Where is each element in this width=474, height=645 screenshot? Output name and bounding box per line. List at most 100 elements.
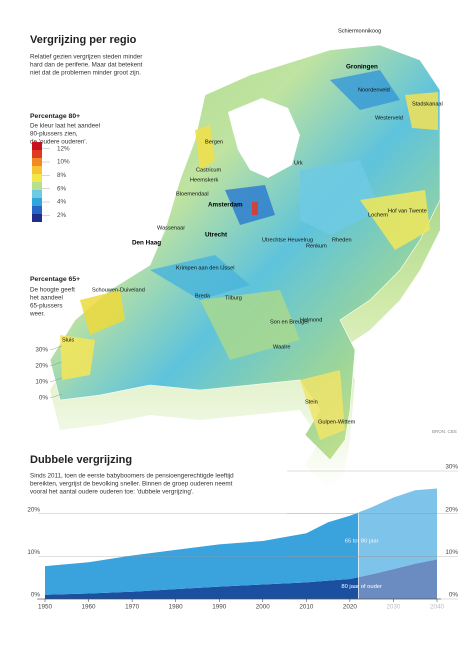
height-tick-label: 20% bbox=[35, 363, 48, 370]
place-label: Groningen bbox=[346, 64, 378, 71]
place-label: Lochem bbox=[368, 212, 388, 218]
color-swatch bbox=[32, 190, 42, 198]
x-tick-label: 2020 bbox=[343, 604, 358, 611]
height-tick bbox=[49, 345, 63, 351]
place-label: Schouwen-Duiveland bbox=[92, 287, 145, 293]
map-intro: Relatief gezien vergrijzen steden minder bbox=[30, 54, 142, 61]
legend-text: 65-plussers bbox=[30, 303, 63, 310]
color-tick-label: 12% bbox=[57, 145, 70, 152]
legend-text: het aandeel bbox=[30, 295, 63, 302]
map-regions bbox=[60, 70, 438, 440]
place-label: Bloemendaal bbox=[176, 191, 209, 197]
place-label: Hof van Twente bbox=[388, 208, 427, 214]
place-label: Renkum bbox=[306, 243, 327, 249]
height-scale: 30% 20% 10% 0% bbox=[35, 345, 63, 402]
x-tick-label: 1990 bbox=[212, 604, 227, 611]
y-tick-label: 10% bbox=[27, 549, 40, 556]
place-label: Castricum bbox=[196, 167, 222, 173]
place-label: Sluis bbox=[62, 337, 74, 343]
legend-text: De hoogte geeft bbox=[30, 287, 75, 294]
color-tick-label: 4% bbox=[57, 199, 67, 206]
map-intro: hard dan de periferie. Maar dat betekent bbox=[30, 62, 143, 69]
color-swatch bbox=[32, 198, 42, 206]
color-swatch bbox=[32, 142, 42, 150]
y2-tick-label: 20% bbox=[445, 506, 458, 513]
place-label: Utrechtse Heuvelrug bbox=[262, 237, 313, 243]
color-swatch bbox=[32, 174, 42, 182]
legend-text: weer. bbox=[29, 311, 45, 318]
height-tick-label: 10% bbox=[35, 379, 48, 386]
chart-text: Sinds 2011, toen de eerste babyboomers d… bbox=[30, 473, 234, 480]
y2-tick-label: 0% bbox=[449, 592, 459, 599]
map bbox=[49, 44, 441, 490]
place-label: Stein bbox=[305, 399, 318, 405]
place-label: Amsterdam bbox=[208, 202, 243, 209]
series-label: 80 jaar of ouder bbox=[341, 584, 382, 590]
color-swatch bbox=[32, 166, 42, 174]
color-scale: 12% 10% 8% 6% 4% 2% bbox=[32, 142, 70, 222]
source: BRON: CBS bbox=[432, 429, 457, 434]
place-label: Wassenaar bbox=[157, 225, 185, 231]
place-label: Krimpen aan den IJssel bbox=[176, 265, 234, 271]
x-tick-label: 1950 bbox=[38, 604, 53, 611]
place-label: Son en Breugel bbox=[270, 319, 309, 325]
x-tick-label: 1980 bbox=[169, 604, 184, 611]
height-tick-label: 0% bbox=[39, 395, 49, 402]
color-tick-label: 10% bbox=[57, 159, 70, 166]
place-labels: Schiermonnikoog Groningen Noordenveld St… bbox=[62, 28, 443, 425]
height-tick bbox=[49, 393, 63, 399]
place-label: Tilburg bbox=[225, 295, 242, 301]
ijsselmeer bbox=[228, 98, 300, 178]
x-tick-label: 2000 bbox=[256, 604, 271, 611]
color-swatch bbox=[32, 206, 42, 214]
area bbox=[45, 559, 437, 599]
color-swatch bbox=[32, 182, 42, 190]
place-label: Breda bbox=[195, 293, 211, 299]
map-title: Vergrijzing per regio bbox=[30, 34, 137, 46]
x-tick-label: 1960 bbox=[82, 604, 97, 611]
place-label: Bergen bbox=[205, 139, 223, 145]
x-tick-label: 2010 bbox=[299, 604, 314, 611]
place-label: Den Haag bbox=[132, 240, 161, 247]
height-tick-label: 30% bbox=[35, 347, 48, 354]
height-tick bbox=[49, 361, 63, 367]
legend-title: Percentage 65+ bbox=[30, 276, 80, 283]
x-tick-label: 1970 bbox=[125, 604, 140, 611]
map-intro: niet dat de problemen minder groot zijn. bbox=[30, 70, 141, 77]
place-label: Schiermonnikoog bbox=[338, 28, 381, 34]
color-tick-label: 2% bbox=[57, 212, 67, 219]
y-tick-label: 20% bbox=[27, 506, 40, 513]
legend-text: 80-plussers zien, bbox=[30, 131, 78, 138]
height-tick bbox=[49, 377, 63, 383]
area bbox=[45, 488, 437, 595]
color-tick-label: 8% bbox=[57, 172, 67, 179]
place-label: Rheden bbox=[332, 237, 352, 243]
place-label: Stadskanaal bbox=[412, 101, 443, 107]
place-label: Urk bbox=[294, 160, 303, 166]
x-tick-label: 2040 bbox=[430, 604, 445, 611]
place-label: Waalre bbox=[273, 344, 291, 350]
legend-text: de 'oudere ouderen'. bbox=[30, 139, 88, 146]
x-tick-label: 2030 bbox=[386, 604, 401, 611]
chart-title: Dubbele vergrijzing bbox=[30, 454, 132, 466]
color-swatch bbox=[32, 214, 42, 222]
place-label: Helmond bbox=[300, 317, 322, 323]
y2-tick-label: 30% bbox=[445, 464, 458, 471]
color-swatch bbox=[32, 158, 42, 166]
place-label: Westerveld bbox=[375, 115, 403, 121]
place-label: Gulpen-Wittem bbox=[318, 419, 356, 425]
place-label: Noordenveld bbox=[358, 87, 390, 93]
chart-text: vooral het aantal oudere ouderen toe: 'd… bbox=[30, 489, 194, 496]
chart-text: bereikten, vergrijst de bevolking snelle… bbox=[30, 481, 233, 488]
forecast-shade bbox=[358, 465, 437, 599]
legend-text: De kleur laat het aandeel bbox=[30, 123, 100, 130]
area-chart: 80 jaar of ouder 65 tot 80 jaar 0% 10% 20% 0%… bbox=[27, 464, 458, 611]
color-tick-label: 6% bbox=[57, 185, 67, 192]
place-label: Utrecht bbox=[205, 232, 228, 239]
y2-tick-label: 10% bbox=[445, 549, 458, 556]
legend-title: Percentage 80+ bbox=[30, 113, 80, 120]
place-label: Heemskerk bbox=[190, 177, 218, 183]
color-swatch bbox=[32, 150, 42, 158]
series-label: 65 tot 80 jaar bbox=[345, 538, 379, 544]
